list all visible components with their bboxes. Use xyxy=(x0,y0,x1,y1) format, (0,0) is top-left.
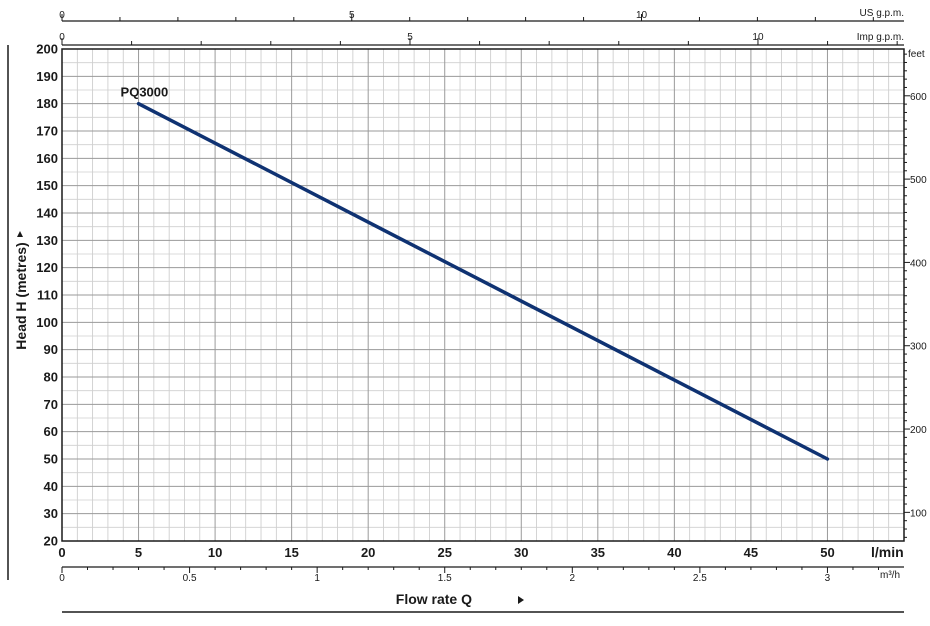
imp-gpm-axis-label: 0 xyxy=(59,32,65,43)
grid-major xyxy=(61,48,905,542)
y-tick-label: 200 xyxy=(36,42,58,57)
feet-axis-label: 600 xyxy=(910,92,927,103)
m3h-unit: m³/h xyxy=(880,570,900,581)
series-label: PQ3000 xyxy=(121,85,169,100)
m3h-axis-label: 0 xyxy=(59,573,65,584)
us-gpm-axis-label: 10 xyxy=(636,10,648,21)
feet-axis-label: 300 xyxy=(910,342,927,353)
x-tick-label: 20 xyxy=(361,545,375,560)
m3h-axis-label: 1 xyxy=(314,573,320,584)
x-tick-label: 15 xyxy=(284,545,298,560)
y-tick-label: 40 xyxy=(44,479,58,494)
x-tick-label: 50 xyxy=(820,545,834,560)
us-gpm-unit: US g.p.m. xyxy=(860,8,904,19)
us-gpm-axis-label: 0 xyxy=(59,10,65,21)
y-tick-label: 150 xyxy=(36,178,58,193)
plot-frame xyxy=(61,48,905,542)
series-layer: PQ3000 xyxy=(121,85,830,461)
feet-unit: feet xyxy=(908,49,925,60)
y-tick-label: 180 xyxy=(36,96,58,111)
x-tick-label: 40 xyxy=(667,545,681,560)
x-tick-label: 25 xyxy=(437,545,451,560)
feet-axis-label: 100 xyxy=(910,508,927,519)
y-tick-label: 130 xyxy=(36,233,58,248)
m3h-axis-label: 2.5 xyxy=(693,573,707,584)
m3h-axis-label: 2 xyxy=(570,573,576,584)
series-line-pq3000 xyxy=(136,101,830,461)
ticks-layer: 2030405060708090100110120130140150160170… xyxy=(36,10,927,584)
imp-gpm-axis-label: 5 xyxy=(407,32,413,43)
feet-axis-label: 200 xyxy=(910,425,927,436)
x-tick-label: 30 xyxy=(514,545,528,560)
x-tick-label: 10 xyxy=(208,545,222,560)
y-tick-label: 60 xyxy=(44,424,58,439)
x-tick-label: 5 xyxy=(135,545,142,560)
y-axis-title: Head H (metres) xyxy=(13,242,29,349)
imp-gpm-unit: Imp g.p.m. xyxy=(857,32,904,43)
imp-gpm-axis-label: 10 xyxy=(752,32,764,43)
y-tick-label: 30 xyxy=(44,506,58,521)
y-tick-label: 140 xyxy=(36,206,58,221)
x-tick-label: 45 xyxy=(744,545,758,560)
y-axis-arrow-icon xyxy=(17,231,23,237)
x-axis-arrow-icon xyxy=(518,596,524,604)
x-axis-title: Flow rate Q xyxy=(396,591,472,607)
m3h-axis-label: 1.5 xyxy=(438,573,452,584)
y-tick-label: 80 xyxy=(44,370,58,385)
feet-axis-label: 400 xyxy=(910,258,927,269)
y-tick-label: 160 xyxy=(36,151,58,166)
feet-axis-label: 500 xyxy=(910,175,927,186)
m3h-axis-label: 3 xyxy=(825,573,831,584)
y-tick-label: 90 xyxy=(44,342,58,357)
y-tick-label: 170 xyxy=(36,124,58,139)
x-axis-unit: l/min xyxy=(871,544,904,560)
y-tick-label: 110 xyxy=(37,288,58,303)
y-tick-label: 120 xyxy=(36,260,58,275)
y-tick-label: 100 xyxy=(36,315,58,330)
y-tick-label: 50 xyxy=(44,452,58,467)
x-tick-label: 35 xyxy=(591,545,605,560)
m3h-axis-label: 0.5 xyxy=(183,573,197,584)
y-tick-label: 70 xyxy=(44,397,58,412)
x-tick-label: 0 xyxy=(58,545,65,560)
us-gpm-axis-label: 5 xyxy=(349,10,355,21)
y-tick-label: 20 xyxy=(44,534,58,549)
y-tick-label: 190 xyxy=(36,69,58,84)
